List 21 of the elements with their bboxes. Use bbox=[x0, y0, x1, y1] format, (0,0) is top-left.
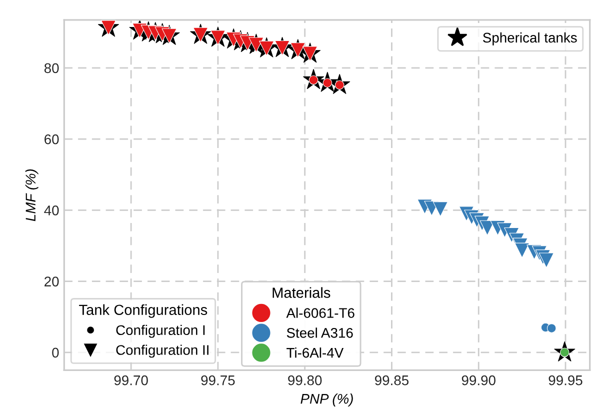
legend-label: Ti-6Al-4V bbox=[286, 348, 344, 358]
x-tick-label: 99.90 bbox=[462, 375, 496, 386]
x-tick-label: 99.70 bbox=[114, 375, 148, 386]
legend-label: Configuration II bbox=[116, 344, 208, 358]
x-axis-title: PNP (%) bbox=[300, 394, 353, 406]
y-tick-label: 60 bbox=[44, 134, 59, 144]
x-tick-label: 99.95 bbox=[548, 375, 582, 386]
y-tick-label: 20 bbox=[44, 276, 59, 286]
x-tick-label: 99.85 bbox=[375, 375, 409, 386]
legend-label: Al-6061-T6 bbox=[286, 308, 354, 318]
y-tick-label: 40 bbox=[44, 205, 59, 216]
text: Tank Configurations bbox=[79, 304, 208, 318]
y-tick-label: 0 bbox=[52, 348, 59, 358]
text: Materials bbox=[272, 287, 330, 298]
y-axis-title: LMF (%) bbox=[25, 169, 38, 222]
x-tick-label: 99.80 bbox=[288, 375, 322, 386]
y-tick-label: 80 bbox=[44, 63, 59, 74]
legend-label: Steel A316 bbox=[286, 328, 353, 338]
x-tick-label: 99.75 bbox=[201, 375, 235, 386]
legend-label: Configuration I bbox=[116, 324, 205, 338]
legend-label: Spherical tanks bbox=[483, 32, 577, 46]
